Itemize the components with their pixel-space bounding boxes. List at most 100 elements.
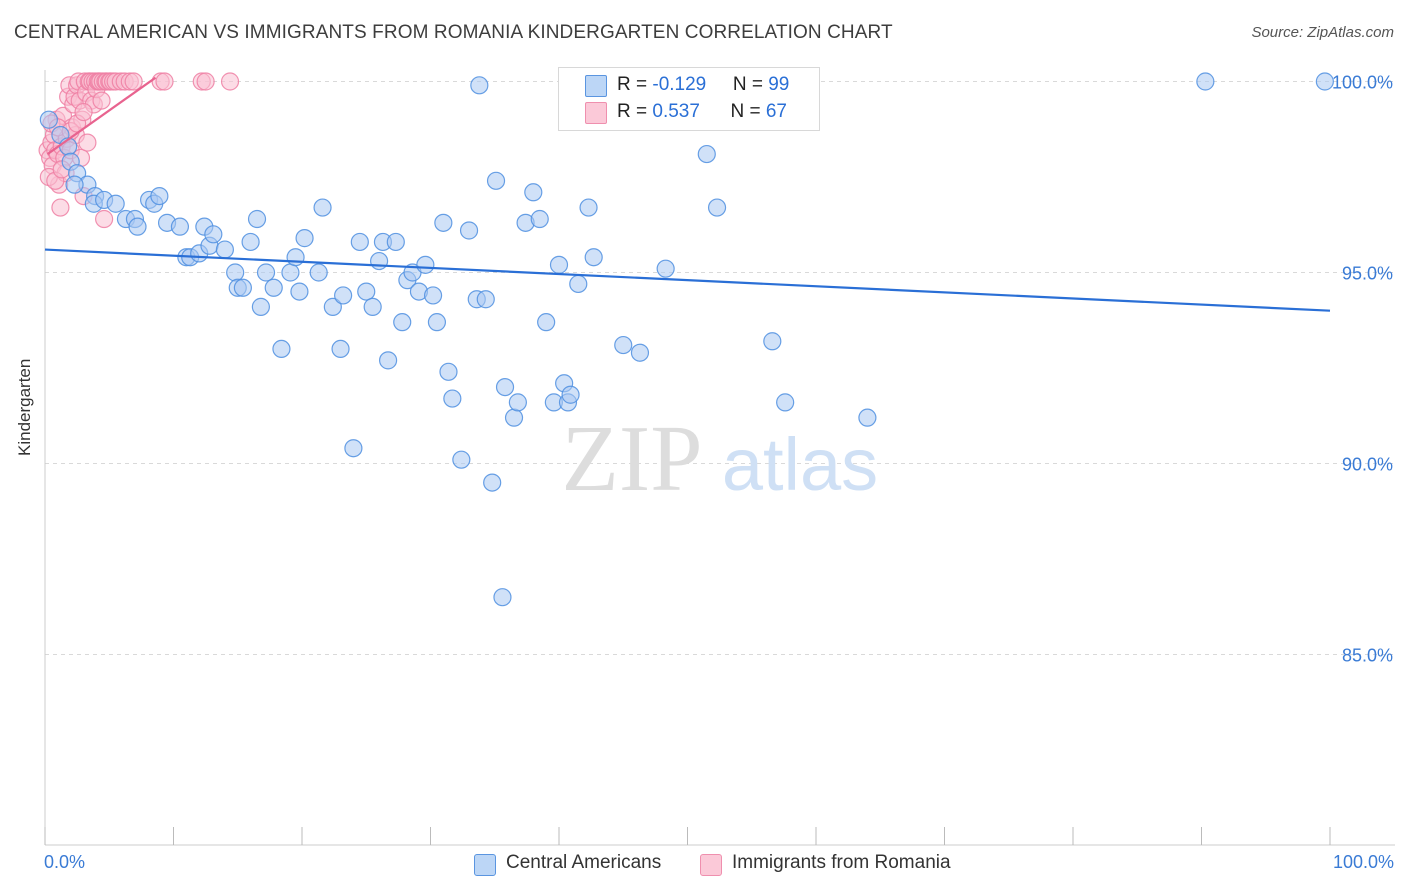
y-tick-label: 90.0% <box>1342 455 1393 475</box>
romania-point <box>196 72 215 91</box>
axes <box>44 70 1395 846</box>
x-tick-label-min: 0.0% <box>44 852 86 872</box>
central-americans-point <box>370 251 389 271</box>
central-americans-point <box>363 297 382 316</box>
central-americans-point <box>264 278 283 297</box>
central-americans-point <box>443 389 462 408</box>
central-americans-point <box>272 339 291 358</box>
legend-n-value: 67 <box>765 101 787 122</box>
y-tick-label: 85.0% <box>1342 646 1393 666</box>
central-americans-point <box>569 274 588 294</box>
central-americans-point <box>106 194 125 213</box>
central-americans-point <box>434 213 453 232</box>
central-americans-point <box>233 278 252 297</box>
central-americans-point <box>508 393 527 412</box>
trend-line-central-americans <box>44 248 1331 312</box>
trend-line-romania <box>46 76 157 155</box>
central-americans-point <box>247 209 267 229</box>
y-tick-labels: 85.0% 90.0% 95.0% 100.0% <box>1332 73 1393 666</box>
y-axis-label: Kindergarten <box>15 358 34 456</box>
series-central-americans <box>39 72 1334 607</box>
central-americans-point <box>290 282 309 301</box>
central-americans-point <box>439 362 458 381</box>
central-americans-point <box>459 221 479 240</box>
legend-r-label: R = <box>617 101 653 122</box>
romania-point <box>78 133 97 152</box>
central-americans-point <box>530 209 549 229</box>
romania-point <box>92 91 111 110</box>
chart-title: CENTRAL AMERICAN VS IMMIGRANTS FROM ROMA… <box>14 22 893 43</box>
legend-n-label: N = <box>730 101 766 122</box>
legend-r-label: R = <box>617 74 653 95</box>
romania-point <box>155 72 174 91</box>
x-tick-label-max: 100.0% <box>1332 852 1394 872</box>
central-americans-point <box>309 263 328 282</box>
central-americans-point <box>170 217 190 236</box>
central-americans-point <box>614 335 633 355</box>
central-americans-point <box>504 408 524 427</box>
central-americans-point <box>470 76 489 95</box>
central-americans-point <box>537 313 556 332</box>
central-americans-point <box>476 290 495 309</box>
central-americans-point <box>226 263 245 282</box>
central-americans-point <box>495 378 515 397</box>
central-americans-point <box>416 255 435 274</box>
central-americans-point <box>204 225 223 244</box>
gridlines <box>45 81 1395 655</box>
central-americans-point <box>486 171 506 190</box>
romania-point <box>95 209 114 229</box>
central-americans-point <box>656 259 675 278</box>
central-americans-point <box>334 286 353 305</box>
central-americans-point <box>286 248 305 267</box>
central-americans-point <box>707 198 727 217</box>
central-americans-point <box>386 232 405 252</box>
trend-lines <box>44 76 1331 312</box>
central-americans-point <box>295 229 314 248</box>
central-americans-point <box>483 473 502 492</box>
central-americans-point <box>281 263 300 282</box>
central-americans-point <box>584 248 603 267</box>
central-americans-point <box>323 297 342 316</box>
y-tick-label: 100.0% <box>1332 73 1393 93</box>
central-americans-point <box>251 297 270 316</box>
watermark: ZIP atlas <box>562 407 879 511</box>
romania-point <box>124 72 143 91</box>
central-americans-point <box>256 263 276 282</box>
legend-n-label: N = <box>732 74 769 95</box>
central-americans-point <box>128 217 147 236</box>
central-americans-point <box>357 282 376 301</box>
source-label: Source: ZipAtlas.com <box>1251 24 1394 41</box>
central-americans-point <box>524 183 543 202</box>
legend-label: Central Americans <box>506 852 662 873</box>
central-americans-point <box>1196 72 1215 91</box>
central-americans-point <box>241 232 260 252</box>
central-americans-point <box>776 393 795 412</box>
legend-swatch-pink <box>700 854 722 876</box>
central-americans-point <box>150 187 169 206</box>
romania-point <box>220 72 240 91</box>
central-americans-point <box>313 198 332 217</box>
central-americans-point <box>493 588 512 607</box>
central-americans-point <box>549 255 569 274</box>
series-immigrants-from-romania <box>38 72 240 229</box>
central-americans-point <box>344 439 363 458</box>
legend-swatch-pink <box>585 102 607 124</box>
central-americans-point <box>65 175 84 194</box>
central-americans-point <box>331 339 350 358</box>
central-americans-point <box>350 232 369 252</box>
romania-point <box>51 198 70 217</box>
central-americans-point <box>579 198 598 217</box>
central-americans-point <box>378 351 398 370</box>
central-americans-point <box>427 313 447 332</box>
central-americans-point <box>561 385 580 404</box>
central-americans-point <box>858 408 877 427</box>
legend-r-value: -0.129 <box>652 74 707 95</box>
watermark-atlas: atlas <box>722 423 878 506</box>
legend-swatch-blue <box>585 75 607 97</box>
central-americans-point <box>39 110 58 129</box>
legend-swatch-blue <box>474 854 496 876</box>
central-americans-point <box>697 144 716 164</box>
watermark-zip: ZIP <box>562 407 703 511</box>
central-americans-point <box>215 240 234 259</box>
y-tick-label: 95.0% <box>1342 264 1393 284</box>
